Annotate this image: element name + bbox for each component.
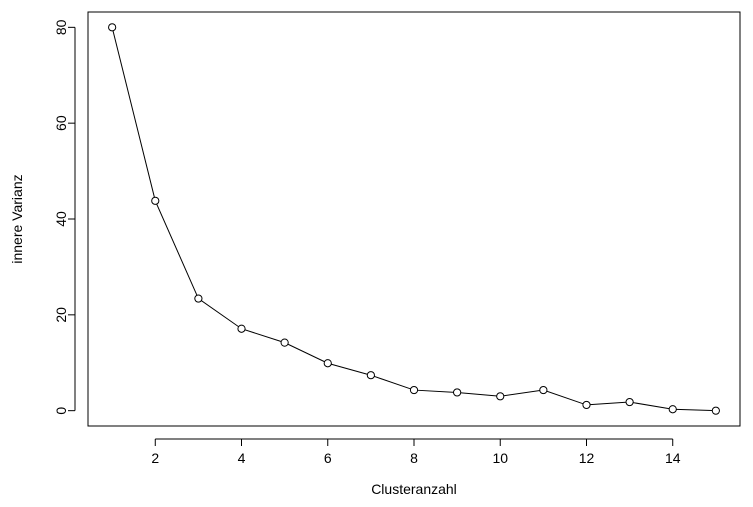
- y-tick-label: 80: [53, 19, 69, 35]
- data-point: [323, 359, 332, 368]
- x-axis-label: Clusteranzahl: [371, 481, 457, 497]
- data-point: [711, 406, 720, 415]
- x-tick-label: 4: [238, 450, 246, 466]
- data-point: [496, 392, 505, 401]
- data-point: [108, 23, 117, 32]
- series-line: [111, 27, 716, 412]
- x-tick-label: 10: [492, 450, 508, 466]
- data-point: [151, 196, 160, 205]
- data-point: [366, 371, 375, 380]
- data-point: [668, 405, 677, 414]
- y-tick-label: 20: [53, 307, 69, 323]
- data-point: [453, 388, 462, 397]
- x-tick-label: 2: [151, 450, 159, 466]
- x-tick-label: 12: [579, 450, 595, 466]
- data-point: [582, 400, 591, 410]
- x-tick-label: 6: [324, 450, 332, 466]
- y-axis-label: innere Varianz: [9, 174, 25, 263]
- data-point: [280, 338, 289, 347]
- y-tick-label: 40: [53, 211, 69, 227]
- data-points: [108, 23, 720, 415]
- x-tick-label: 8: [410, 450, 418, 466]
- data-point: [625, 397, 634, 407]
- plot-frame: [87, 11, 741, 427]
- data-point: [194, 294, 203, 303]
- y-tick-label: 0: [53, 407, 69, 415]
- axes: 2 4 6 8 10 12 14 0 20 40 60 80: [53, 19, 681, 466]
- data-point: [539, 385, 548, 395]
- y-tick-label: 60: [53, 115, 69, 131]
- data-point: [409, 385, 419, 395]
- x-tick-label: 14: [665, 450, 681, 466]
- data-point: [237, 324, 246, 333]
